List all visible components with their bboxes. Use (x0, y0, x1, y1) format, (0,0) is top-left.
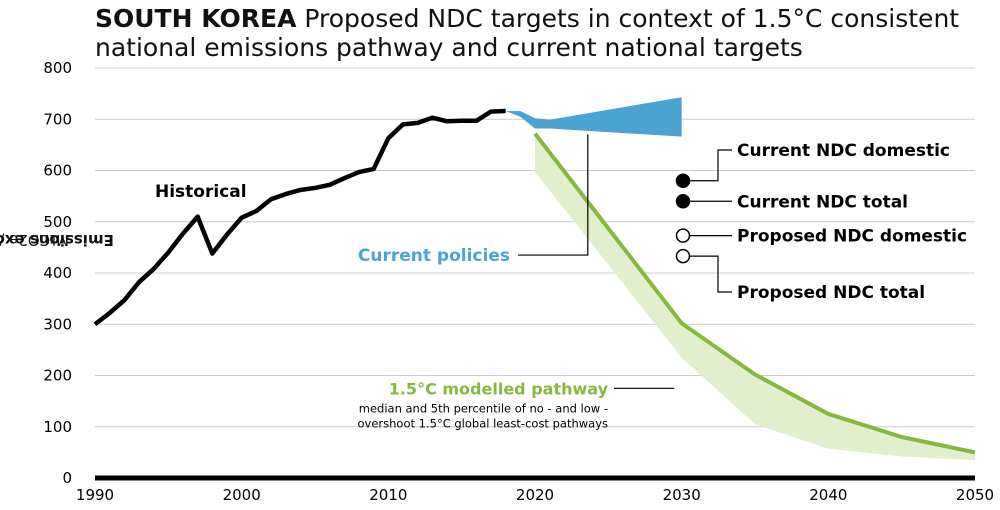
historical-line (93, 108, 506, 327)
ndc-label: Current NDC domestic (737, 141, 950, 161)
ndc-marker (675, 228, 691, 243)
historical-label: Historical (155, 182, 247, 202)
ndc-marker (675, 173, 691, 188)
y-tick-label: 700 (43, 110, 72, 128)
x-tick-label: 2030 (663, 486, 701, 504)
x-tick-label: 2050 (956, 486, 994, 504)
x-tick-label: 2000 (223, 486, 261, 504)
series-lines (93, 108, 976, 455)
pathway-description-line1: median and 5th percentile of no - and lo… (359, 401, 608, 415)
current-policies-leader (518, 134, 589, 256)
ndc-label: Proposed NDC total (737, 283, 925, 303)
ndc-marker (675, 248, 691, 264)
x-tick-labels: 1990 2000 2010 2020 2030 2040 2050 (76, 486, 994, 504)
ndc-label: Current NDC total (737, 192, 908, 212)
title-text: Proposed NDC targets in context of 1.5°C… (95, 4, 960, 62)
ndc-markers (675, 173, 691, 264)
y-tick-label: 800 (43, 59, 72, 77)
y-tick-label: 200 (43, 367, 72, 385)
pathway-label: 1.5°C modelled pathway (389, 379, 609, 398)
y-tick-label: 300 (43, 315, 72, 333)
y-tick-label: 500 (43, 213, 72, 231)
pathway-description-line2: overshoot 1.5°C global least-cost pathwa… (358, 416, 609, 430)
bands (505, 97, 975, 461)
x-tick-label: 2020 (516, 486, 554, 504)
current-policies-label: Current policies (358, 246, 510, 266)
pathway-median-line (533, 132, 976, 455)
connector-current-domestic (690, 149, 732, 182)
title-country: SOUTH KOREA (95, 4, 297, 33)
y-tick-label: 600 (43, 162, 72, 180)
x-tick-label: 1990 (76, 486, 114, 504)
x-tick-label: 2040 (809, 486, 847, 504)
y-tick-label: 400 (43, 264, 72, 282)
x-tick-label: 2010 (369, 486, 407, 504)
connector-proposed-total (690, 255, 732, 293)
pathway-range-band (535, 133, 975, 461)
ndc-label: Proposed NDC domestic (737, 227, 967, 247)
y-tick-label: 0 (62, 469, 72, 487)
chart-title: SOUTH KOREA Proposed NDC targets in cont… (95, 4, 995, 62)
y-tick-labels: 0 100 200 300 400 500 600 700 800 (43, 59, 72, 487)
y-axis-label-unit: MtCO2e / year (0, 231, 69, 249)
ndc-marker (675, 194, 691, 209)
annotations: Current NDC domestic Current NDC total Pro… (155, 134, 967, 430)
current-policies-band (505, 97, 682, 137)
y-tick-label: 100 (43, 418, 72, 436)
